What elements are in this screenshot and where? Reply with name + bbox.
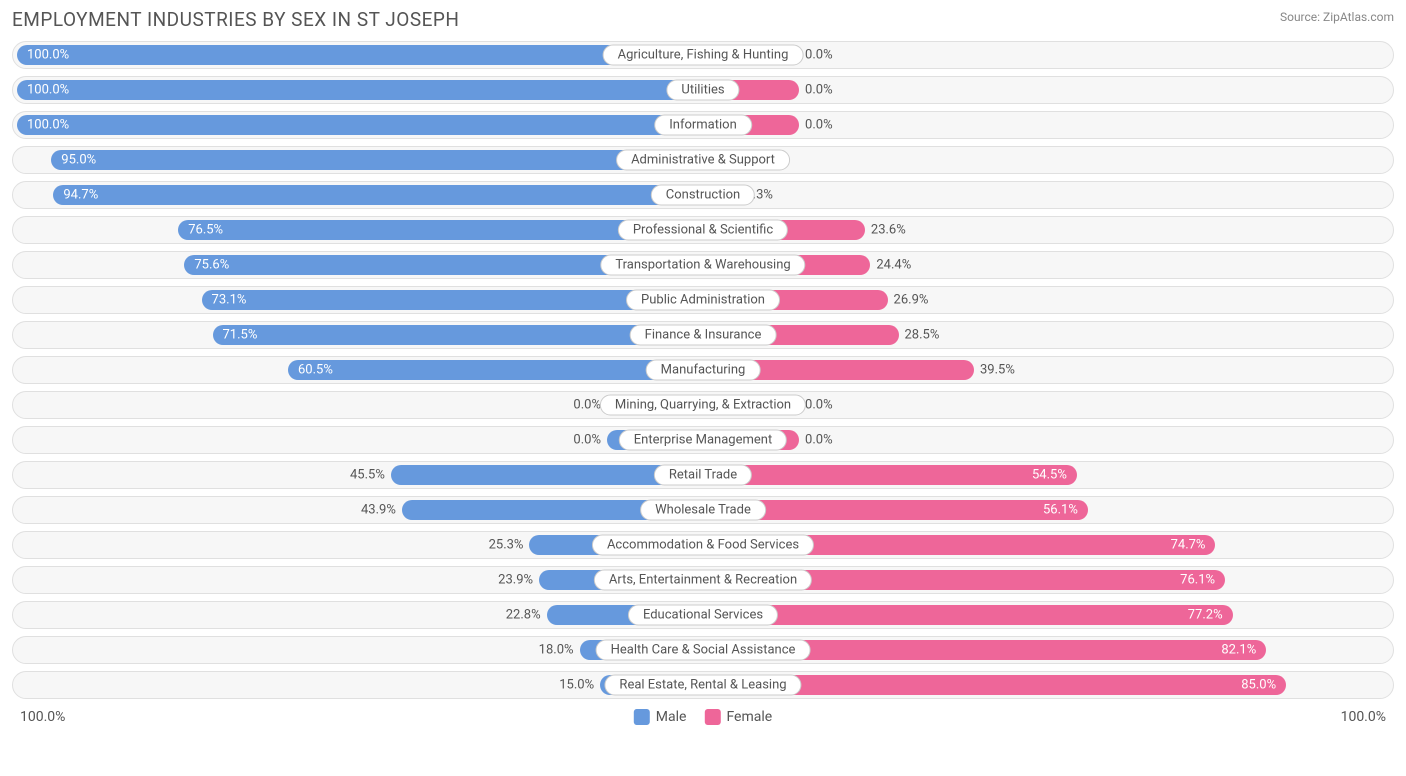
chart-legend: Male Female xyxy=(634,709,772,725)
chart-title: EMPLOYMENT INDUSTRIES BY SEX IN ST JOSEP… xyxy=(12,8,459,31)
value-male: 43.9% xyxy=(361,503,396,518)
category-pill: Arts, Entertainment & Recreation xyxy=(594,570,812,591)
chart-row: 15.0% 85.0% Real Estate, Rental & Leasing xyxy=(12,671,1394,699)
chart-row: 100.0% 0.0%Agriculture, Fishing & Hunting xyxy=(12,41,1394,69)
chart-row: 23.9% 76.1% Arts, Entertainment & Recreati… xyxy=(12,566,1394,594)
chart-source: Source: ZipAtlas.com xyxy=(1280,10,1394,24)
value-male: 95.0% xyxy=(61,153,96,168)
legend-swatch-female xyxy=(704,709,720,725)
value-female: 0.0% xyxy=(805,48,833,63)
category-pill: Manufacturing xyxy=(646,360,761,381)
chart-row: 22.8% 77.2% Educational Services xyxy=(12,601,1394,629)
chart-row: 0.0% 0.0% Enterprise Management xyxy=(12,426,1394,454)
legend-item-male: Male xyxy=(634,709,687,725)
legend-label-female: Female xyxy=(726,709,772,725)
category-pill: Enterprise Management xyxy=(619,430,787,451)
value-male: 0.0% xyxy=(573,433,601,448)
bar-male xyxy=(17,80,703,100)
value-male: 71.5% xyxy=(223,328,258,343)
value-male: 94.7% xyxy=(63,188,98,203)
value-male: 73.1% xyxy=(212,293,247,308)
chart-header: EMPLOYMENT INDUSTRIES BY SEX IN ST JOSEP… xyxy=(12,8,1394,31)
category-pill: Information xyxy=(654,115,752,136)
category-pill: Public Administration xyxy=(626,290,780,311)
value-male: 25.3% xyxy=(489,538,524,553)
category-pill: Mining, Quarrying, & Extraction xyxy=(600,395,806,416)
legend-swatch-male xyxy=(634,709,650,725)
value-male: 15.0% xyxy=(559,678,594,693)
chart-row: 25.3% 74.7% Accommodation & Food Services xyxy=(12,531,1394,559)
value-female: 56.1% xyxy=(1043,503,1078,518)
category-pill: Finance & Insurance xyxy=(630,325,777,346)
value-female: 54.5% xyxy=(1032,468,1067,483)
chart-row: 45.5% 54.5% Retail Trade xyxy=(12,461,1394,489)
bar-female xyxy=(703,605,1233,625)
value-male: 75.6% xyxy=(194,258,229,273)
value-female: 74.7% xyxy=(1171,538,1206,553)
value-male: 60.5% xyxy=(298,363,333,378)
chart-footer: 100.0% Male Female 100.0% xyxy=(12,706,1394,728)
legend-label-male: Male xyxy=(656,709,687,725)
axis-label-left: 100.0% xyxy=(20,709,65,725)
bar-male xyxy=(51,150,703,170)
value-male: 45.5% xyxy=(350,468,385,483)
category-pill: Transportation & Warehousing xyxy=(600,255,805,276)
value-female: 82.1% xyxy=(1221,643,1256,658)
category-pill: Real Estate, Rental & Leasing xyxy=(604,675,801,696)
chart-row: 100.0% 0.0% Utilities xyxy=(12,76,1394,104)
value-male: 0.0% xyxy=(573,398,601,413)
value-female: 0.0% xyxy=(805,398,833,413)
category-pill: Utilities xyxy=(666,80,739,101)
category-pill: Professional & Scientific xyxy=(618,220,788,241)
value-male: 23.9% xyxy=(498,573,533,588)
value-male: 100.0% xyxy=(27,83,69,98)
axis-label-right: 100.0% xyxy=(1341,709,1386,725)
value-male: 100.0% xyxy=(27,118,69,133)
chart-row: 71.5% 28.5% Finance & Insurance xyxy=(12,321,1394,349)
chart-row: 60.5% 39.5% Manufacturing xyxy=(12,356,1394,384)
diverging-bar-chart: 100.0%0.0%Agriculture, Fishing & Hunting… xyxy=(12,41,1394,699)
value-female: 24.4% xyxy=(876,258,911,273)
value-male: 76.5% xyxy=(188,223,223,238)
chart-row: 76.5% 23.6% Professional & Scientific xyxy=(12,216,1394,244)
category-pill: Educational Services xyxy=(628,605,778,626)
value-female: 0.0% xyxy=(805,83,833,98)
chart-row: 100.0% 0.0% Information xyxy=(12,111,1394,139)
category-pill: Retail Trade xyxy=(654,465,752,486)
chart-row: 0.0% 0.0%Mining, Quarrying, & Extraction xyxy=(12,391,1394,419)
chart-row: 94.7%5.3%Construction xyxy=(12,181,1394,209)
source-label: Source: xyxy=(1280,10,1320,24)
value-female: 0.0% xyxy=(805,433,833,448)
value-male: 22.8% xyxy=(506,608,541,623)
category-pill: Accommodation & Food Services xyxy=(592,535,814,556)
value-female: 28.5% xyxy=(905,328,940,343)
value-female: 76.1% xyxy=(1180,573,1215,588)
value-female: 39.5% xyxy=(980,363,1015,378)
chart-row: 43.9% 56.1% Wholesale Trade xyxy=(12,496,1394,524)
value-male: 18.0% xyxy=(539,643,574,658)
value-female: 23.6% xyxy=(871,223,906,238)
category-pill: Wholesale Trade xyxy=(640,500,766,521)
value-female: 0.0% xyxy=(805,118,833,133)
value-female: 26.9% xyxy=(894,293,929,308)
chart-row: 95.0%5.0%Administrative & Support xyxy=(12,146,1394,174)
category-pill: Health Care & Social Assistance xyxy=(596,640,811,661)
bar-male xyxy=(17,115,703,135)
category-pill: Agriculture, Fishing & Hunting xyxy=(603,45,804,66)
chart-row: 73.1% 26.9% Public Administration xyxy=(12,286,1394,314)
legend-item-female: Female xyxy=(704,709,772,725)
bar-male xyxy=(53,185,703,205)
category-pill: Administrative & Support xyxy=(616,150,790,171)
chart-row: 75.6% 24.4% Transportation & Warehousing xyxy=(12,251,1394,279)
bar-female xyxy=(703,465,1077,485)
value-male: 100.0% xyxy=(27,48,69,63)
bar-male xyxy=(17,45,703,65)
value-female: 85.0% xyxy=(1241,678,1276,693)
chart-row: 18.0% 82.1% Health Care & Social Assistanc… xyxy=(12,636,1394,664)
category-pill: Construction xyxy=(651,185,755,206)
source-value: ZipAtlas.com xyxy=(1323,10,1394,24)
bar-male xyxy=(288,360,703,380)
value-female: 77.2% xyxy=(1188,608,1223,623)
